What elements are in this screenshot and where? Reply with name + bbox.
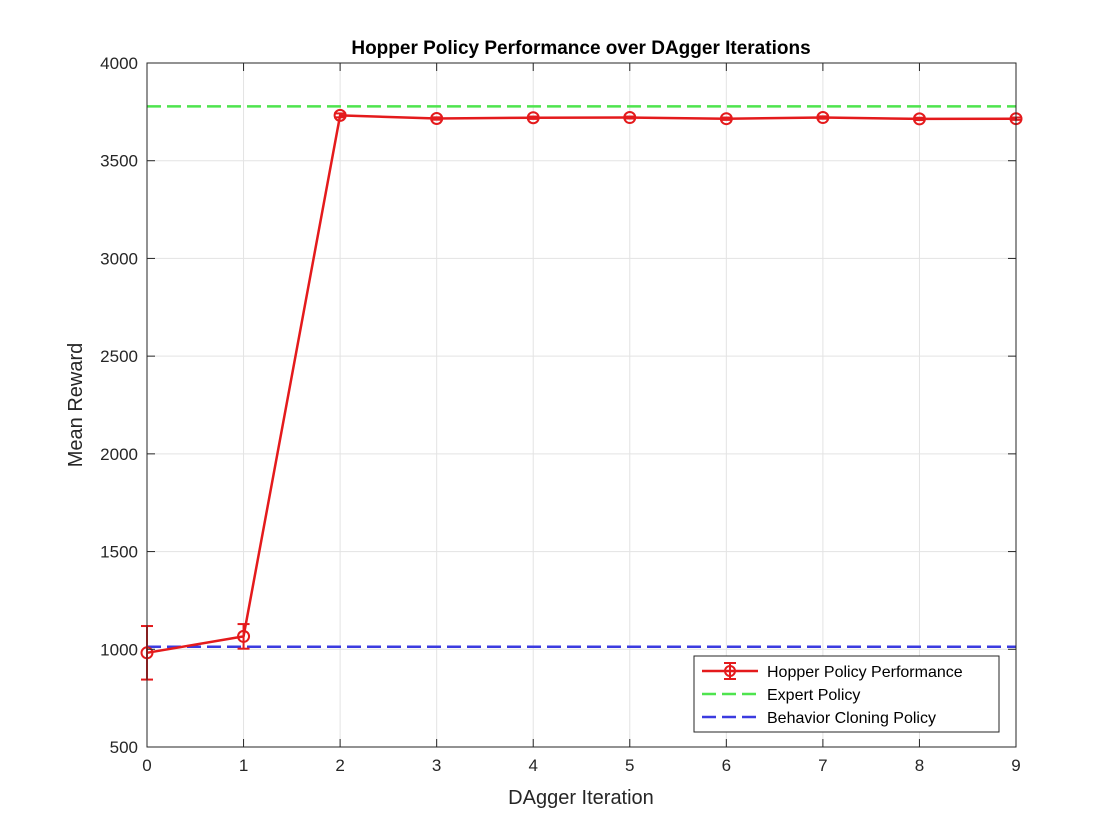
legend-item-behavior-cloning-policy: Behavior Cloning Policy (702, 710, 936, 727)
data-point (912, 112, 926, 126)
data-point (623, 111, 637, 125)
x-tick-label: 7 (818, 756, 827, 775)
x-tick-label: 6 (722, 756, 731, 775)
x-tick-label: 2 (335, 756, 344, 775)
data-point (430, 112, 444, 126)
legend-label-behavior-cloning-policy: Behavior Cloning Policy (767, 710, 936, 727)
x-tick-label: 1 (239, 756, 248, 775)
y-axis: 500 1000 1500 2000 2500 3000 3500 4000 (100, 54, 1016, 757)
x-tick-label: 8 (915, 756, 924, 775)
reference-lines (147, 105, 1016, 648)
x-tick-label: 0 (142, 756, 151, 775)
data-point (816, 111, 830, 125)
y-tick-label: 2500 (100, 347, 138, 366)
legend-item-hopper-policy-performance: Hopper Policy Performance (702, 662, 963, 681)
y-tick-label: 500 (110, 738, 138, 757)
axes-box (146, 62, 1017, 748)
y-tick-label: 3000 (100, 249, 138, 268)
legend-label-expert-policy: Expert Policy (767, 687, 860, 704)
hopper-policy-performance-line (146, 114, 1017, 655)
data-point (719, 112, 733, 126)
y-tick-label: 1500 (100, 543, 138, 562)
x-axis-label: DAgger Iteration (508, 787, 654, 809)
y-tick-label: 4000 (100, 54, 138, 73)
y-axis-label: Mean Reward (65, 343, 87, 468)
legend: Hopper Policy Performance Expert Policy … (693, 655, 1000, 733)
legend-swatch-marker (724, 665, 736, 677)
data-point (237, 629, 251, 643)
x-tick-label: 9 (1011, 756, 1020, 775)
chart-title: Hopper Policy Performance over DAgger It… (351, 38, 810, 59)
data-point (526, 111, 540, 125)
plot-area (147, 63, 1016, 747)
y-tick-label: 1000 (100, 640, 138, 659)
x-tick-label: 3 (432, 756, 441, 775)
x-axis: 0 1 2 3 4 5 6 7 8 9 (142, 63, 1021, 775)
x-tick-label: 5 (625, 756, 634, 775)
legend-item-expert-policy: Expert Policy (702, 687, 860, 704)
x-tick-label: 4 (528, 756, 537, 775)
y-tick-label: 3500 (100, 152, 138, 171)
y-tick-label: 2000 (100, 445, 138, 464)
data-point (333, 108, 347, 122)
legend-label-hopper-policy-performance: Hopper Policy Performance (767, 664, 963, 681)
